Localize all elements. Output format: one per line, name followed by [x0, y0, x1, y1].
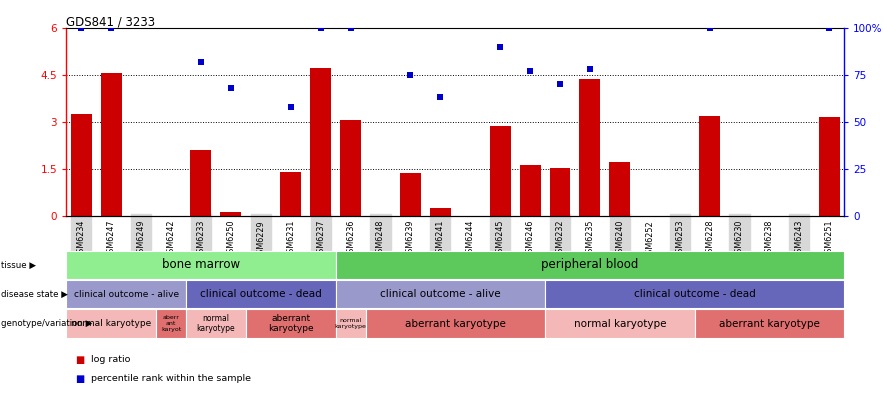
- Bar: [220, 212, 241, 216]
- Bar: [579, 80, 600, 216]
- Text: normal karyotype: normal karyotype: [71, 319, 151, 328]
- Text: percentile rank within the sample: percentile rank within the sample: [91, 374, 251, 383]
- Bar: [490, 126, 511, 216]
- Bar: [400, 173, 421, 216]
- Bar: [340, 120, 361, 216]
- Text: clinical outcome - dead: clinical outcome - dead: [634, 289, 756, 299]
- Text: GDS841 / 3233: GDS841 / 3233: [66, 16, 156, 29]
- Text: aberrant karyotype: aberrant karyotype: [719, 318, 819, 329]
- Text: clinical outcome - alive: clinical outcome - alive: [73, 290, 179, 299]
- Text: ■: ■: [75, 354, 84, 365]
- Text: aberrant karyotype: aberrant karyotype: [405, 318, 506, 329]
- Bar: [190, 150, 211, 216]
- Text: disease state ▶: disease state ▶: [1, 290, 68, 299]
- Text: normal
karyotype: normal karyotype: [335, 318, 367, 329]
- Bar: [280, 172, 301, 216]
- Text: clinical outcome - dead: clinical outcome - dead: [200, 289, 322, 299]
- Text: normal karyotype: normal karyotype: [574, 318, 666, 329]
- Bar: [520, 165, 540, 216]
- Text: log ratio: log ratio: [91, 355, 131, 364]
- Bar: [71, 114, 92, 216]
- Text: peripheral blood: peripheral blood: [541, 259, 638, 271]
- Text: aberr
ant
karyot: aberr ant karyot: [161, 315, 181, 332]
- Text: bone marrow: bone marrow: [162, 259, 240, 271]
- Bar: [699, 116, 720, 216]
- Bar: [550, 168, 570, 216]
- Bar: [430, 208, 451, 216]
- Text: genotype/variation ▶: genotype/variation ▶: [1, 319, 92, 328]
- Bar: [819, 117, 840, 216]
- Text: normal
karyotype: normal karyotype: [196, 314, 235, 333]
- Text: clinical outcome - alive: clinical outcome - alive: [380, 289, 500, 299]
- Text: aberrant
karyotype: aberrant karyotype: [268, 314, 314, 333]
- Text: tissue ▶: tissue ▶: [1, 261, 36, 269]
- Bar: [609, 162, 630, 216]
- Bar: [310, 69, 332, 216]
- Bar: [101, 73, 122, 216]
- Text: ■: ■: [75, 373, 84, 384]
